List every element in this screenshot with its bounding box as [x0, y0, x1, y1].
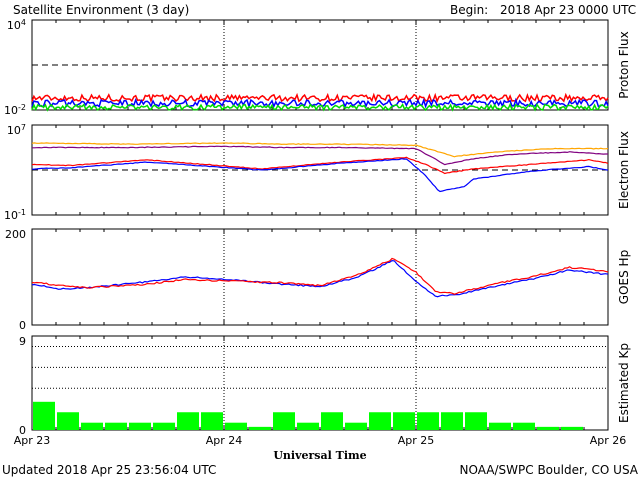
x-tick-apr26: Apr 26 [590, 434, 627, 447]
y-tick-top: 9 [19, 335, 26, 348]
kp-bar [81, 422, 103, 430]
estimated-kp-frame [31, 335, 609, 431]
y-tick-bottom: 10-2 [4, 103, 26, 117]
kp-bar [441, 412, 463, 430]
x-tick-apr25: Apr 25 [398, 434, 435, 447]
kp-bar [513, 422, 535, 430]
proton-flux-ylabel: Proton Flux [617, 31, 631, 98]
electron-flux-frame [31, 124, 609, 216]
proton-flux-panel: 104 10-2 Proton Flux [4, 18, 631, 117]
series-line [31, 156, 609, 175]
kp-bar [345, 422, 367, 430]
kp-bar [393, 412, 415, 430]
x-tick-apr24: Apr 24 [206, 434, 243, 447]
goes-hp-ylabel: GOES Hp [617, 250, 631, 304]
estimated-kp-panel: 9 0 Estimated Kp [19, 335, 631, 437]
x-tick-apr23: Apr 23 [14, 434, 51, 447]
kp-bar [537, 426, 559, 430]
credit-text: NOAA/SWPC Boulder, CO USA [460, 463, 639, 477]
kp-bar [177, 412, 199, 430]
kp-bar [297, 422, 319, 430]
begin-label: Begin: [450, 3, 488, 17]
series-line [31, 158, 609, 193]
y-tick-top: 200 [5, 228, 26, 241]
electron-flux-panel: 107 10-1 Electron Flux [4, 123, 631, 222]
series-line [31, 259, 609, 298]
kp-bar [153, 422, 175, 430]
electron-flux-ylabel: Electron Flux [617, 131, 631, 209]
series-line [31, 257, 609, 295]
kp-bar [105, 422, 127, 430]
series-line [31, 142, 609, 158]
y-tick-top: 104 [7, 18, 26, 32]
panels: 104 10-2 Proton Flux 107 10-1 Electron Flux 20… [4, 18, 631, 437]
y-tick-bottom: 0 [19, 319, 26, 332]
kp-bar [57, 412, 79, 430]
y-tick-bottom: 0 [19, 424, 26, 437]
series-line [31, 92, 609, 104]
kp-bar [465, 412, 487, 430]
chart-title: Satellite Environment (3 day) [13, 3, 189, 17]
kp-bar [561, 426, 583, 430]
estimated-kp-ylabel: Estimated Kp [617, 343, 631, 423]
kp-bar [417, 412, 439, 430]
y-tick-bottom: 10-1 [4, 208, 26, 222]
kp-bar [33, 401, 55, 430]
x-axis-label: Universal Time [273, 449, 366, 462]
goes-hp-panel: 200 0 GOES Hp [5, 228, 631, 332]
kp-bar [273, 412, 295, 430]
y-tick-top: 107 [7, 123, 26, 137]
series-line [31, 102, 609, 112]
kp-bar [201, 412, 223, 430]
goes-hp-frame [31, 228, 609, 326]
kp-bar [489, 422, 511, 430]
updated-timestamp: Updated 2018 Apr 25 23:56:04 UTC [2, 463, 216, 477]
begin-value: 2018 Apr 23 0000 UTC [500, 3, 636, 17]
kp-bar [225, 422, 247, 430]
proton-flux-frame [31, 19, 609, 111]
kp-bar [321, 412, 343, 430]
kp-bar [129, 422, 151, 430]
kp-bar [369, 412, 391, 430]
kp-bar [249, 426, 271, 430]
series-line [32, 145, 608, 166]
